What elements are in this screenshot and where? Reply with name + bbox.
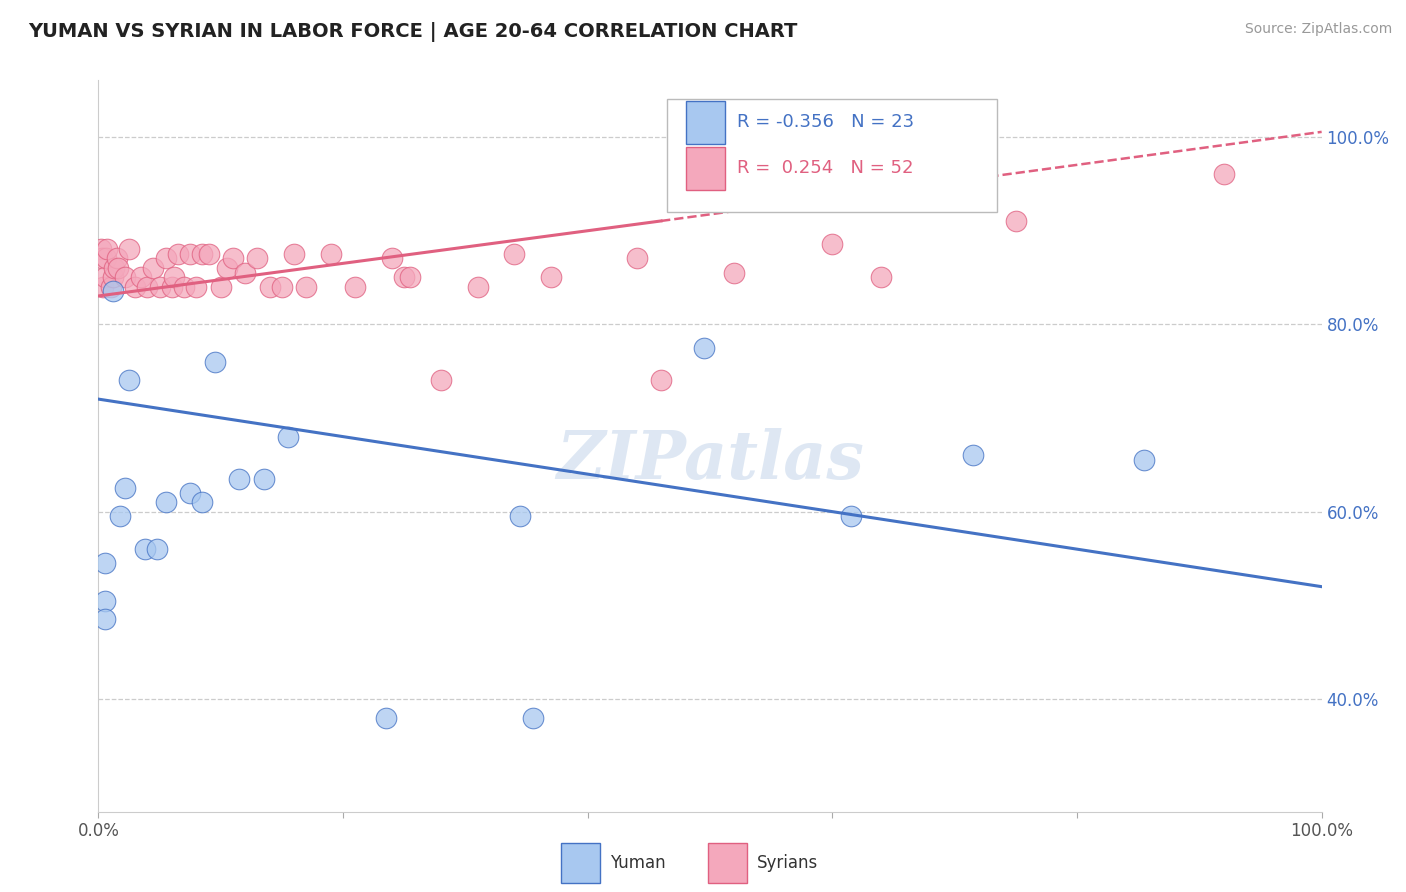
Text: Yuman: Yuman <box>610 854 665 871</box>
Point <box>295 279 318 293</box>
Point <box>93 556 115 570</box>
Text: YUMAN VS SYRIAN IN LABOR FORCE | AGE 20-64 CORRELATION CHART: YUMAN VS SYRIAN IN LABOR FORCE | AGE 20-… <box>28 22 797 42</box>
Point <box>270 279 294 293</box>
Point <box>522 711 544 725</box>
Point <box>105 252 128 266</box>
Point <box>134 542 156 557</box>
Text: R =  0.254   N = 52: R = 0.254 N = 52 <box>737 160 914 178</box>
Point <box>209 279 232 293</box>
Point <box>107 260 129 275</box>
Point <box>467 279 489 293</box>
Point <box>110 509 132 524</box>
Point <box>118 242 141 256</box>
Point <box>693 341 716 355</box>
Point <box>91 252 114 266</box>
Point <box>118 373 141 387</box>
Point <box>91 279 114 293</box>
Point <box>142 260 165 275</box>
Point <box>283 246 305 260</box>
Point <box>344 279 367 293</box>
Point <box>90 242 112 256</box>
Point <box>540 270 562 285</box>
Point <box>93 612 115 626</box>
Point <box>723 266 745 280</box>
Point <box>191 495 214 509</box>
Point <box>149 279 172 293</box>
Point <box>503 246 526 260</box>
Point <box>870 270 893 285</box>
Point <box>173 279 195 293</box>
Point <box>374 711 396 725</box>
Point <box>222 252 245 266</box>
Text: Source: ZipAtlas.com: Source: ZipAtlas.com <box>1244 22 1392 37</box>
Point <box>1133 453 1156 467</box>
FancyBboxPatch shape <box>686 101 724 144</box>
Point <box>160 279 183 293</box>
Point <box>136 279 159 293</box>
Point <box>93 270 115 285</box>
Point <box>839 509 862 524</box>
Point <box>1004 214 1026 228</box>
Point <box>191 246 214 260</box>
Point <box>626 252 648 266</box>
Point <box>103 260 125 275</box>
Point <box>228 472 250 486</box>
Point <box>179 246 201 260</box>
Point <box>179 486 201 500</box>
Point <box>146 542 169 557</box>
Point <box>215 260 238 275</box>
Point <box>204 354 226 368</box>
FancyBboxPatch shape <box>668 99 997 212</box>
FancyBboxPatch shape <box>707 843 747 883</box>
Point <box>155 495 177 509</box>
Point <box>114 481 136 495</box>
Text: R = -0.356   N = 23: R = -0.356 N = 23 <box>737 113 914 131</box>
Point <box>246 252 269 266</box>
FancyBboxPatch shape <box>686 147 724 190</box>
Point <box>163 270 186 285</box>
Point <box>381 252 404 266</box>
Point <box>233 266 256 280</box>
Point <box>821 237 844 252</box>
Point <box>197 246 219 260</box>
Point <box>94 252 117 266</box>
Point <box>509 509 531 524</box>
Point <box>1212 167 1234 181</box>
Point <box>650 373 672 387</box>
Point <box>129 270 152 285</box>
Point <box>96 242 118 256</box>
FancyBboxPatch shape <box>561 843 600 883</box>
Point <box>399 270 422 285</box>
Point <box>186 279 208 293</box>
Point <box>101 270 124 285</box>
Point <box>155 252 177 266</box>
Point <box>100 279 122 293</box>
Point <box>392 270 416 285</box>
Point <box>93 593 115 607</box>
Point <box>101 285 124 299</box>
Point <box>167 246 190 260</box>
Point <box>962 449 984 463</box>
Point <box>319 246 342 260</box>
Point <box>124 279 146 293</box>
Point <box>430 373 453 387</box>
Point <box>252 472 274 486</box>
Text: Syrians: Syrians <box>756 854 818 871</box>
Point <box>259 279 281 293</box>
Point <box>114 270 136 285</box>
Point <box>277 429 299 443</box>
Text: ZIPatlas: ZIPatlas <box>557 428 863 493</box>
